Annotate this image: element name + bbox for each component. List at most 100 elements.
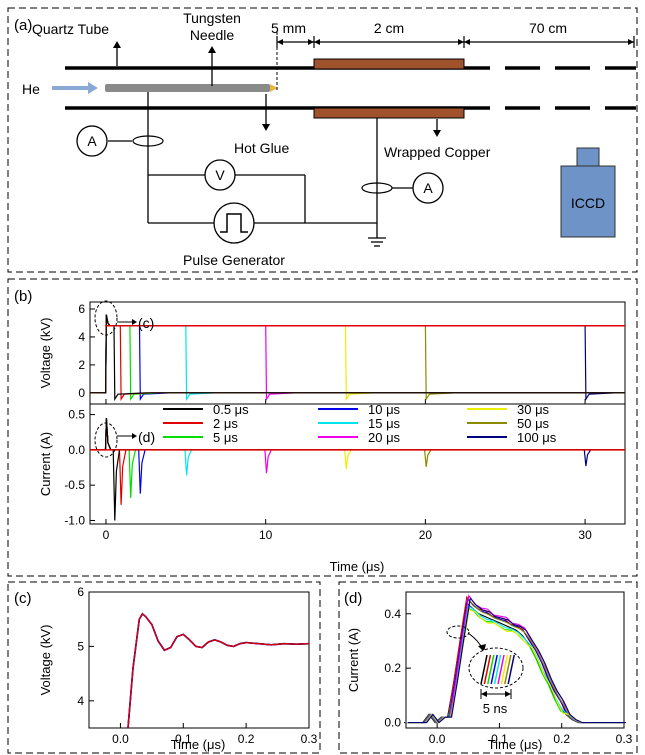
circuit-wires bbox=[108, 92, 413, 238]
plot-b-current-frame bbox=[89, 403, 626, 525]
ammeter-1-label: A bbox=[87, 133, 97, 149]
b-current-xtick-label: 30 bbox=[578, 528, 592, 542]
tungsten-label-line1: Tungsten bbox=[183, 10, 241, 26]
panel-c-label: (c) bbox=[14, 590, 32, 607]
inset-leading-edges bbox=[480, 654, 515, 685]
voltmeter-label: V bbox=[215, 167, 225, 183]
voltage-trace-20us bbox=[90, 314, 625, 402]
inset-edge-line bbox=[497, 654, 505, 685]
legend-entry: 10 μs bbox=[368, 402, 401, 417]
panel-d-label: (d) bbox=[344, 590, 362, 607]
c-xtick-label: 0.0 bbox=[112, 732, 129, 746]
inset-edge-line bbox=[500, 654, 509, 685]
d-xtick-label: 0.3 bbox=[616, 732, 633, 746]
iccd-lens bbox=[576, 147, 600, 167]
he-label: He bbox=[22, 81, 40, 97]
d-ylabel: Current (A) bbox=[346, 628, 361, 692]
legend-entry: 5 μs bbox=[213, 430, 238, 445]
plot-b-current: -1.0 -0.5 0.0 0.5 0 10 20 30 bbox=[64, 408, 625, 542]
current-probe-needle bbox=[132, 135, 164, 147]
voltage-trace-2us bbox=[90, 314, 625, 402]
ammeter-2-icon bbox=[412, 172, 444, 204]
legend-entry: 100 μs bbox=[517, 430, 557, 445]
ammeter-2-label: A bbox=[423, 180, 433, 196]
c-voltage-trace bbox=[127, 612, 310, 729]
callout-c-label: (c) bbox=[138, 315, 154, 331]
c-ytick-label: 4 bbox=[77, 694, 84, 708]
legend-entry: 20 μs bbox=[368, 430, 401, 445]
panel-b-label: (b) bbox=[14, 288, 32, 305]
d-xlabel: Time (μs) bbox=[488, 737, 543, 752]
voltmeter-icon bbox=[204, 159, 236, 191]
copper-electrode-bottom bbox=[313, 107, 465, 119]
b-voltage-ytick-label: 0 bbox=[78, 386, 85, 400]
panel-a: (a) He Quartz Tube Tungsten Needle bbox=[14, 10, 636, 268]
inset-edge-line bbox=[493, 654, 502, 685]
c-ytick-label: 5 bbox=[77, 639, 84, 653]
b-voltage-ytick-label: 2 bbox=[78, 358, 85, 372]
b-voltage-ytick-label: 6 bbox=[78, 302, 85, 316]
panel-a-label: (a) bbox=[14, 17, 32, 34]
voltage-trace-30us bbox=[90, 314, 625, 402]
legend-entry: 50 μs bbox=[517, 416, 550, 431]
b-current-xtick-label: 10 bbox=[259, 528, 273, 542]
ammeter-1-icon bbox=[76, 125, 108, 157]
tungsten-needle bbox=[105, 84, 270, 92]
panel-d-frame bbox=[338, 581, 638, 754]
gap-5mm-label: 5 mm bbox=[271, 20, 306, 36]
inset-edge-line bbox=[507, 654, 515, 685]
legend-entry: 0.5 μs bbox=[213, 402, 249, 417]
panel-a-frame bbox=[7, 7, 638, 273]
inset-zoom-ellipse bbox=[468, 647, 524, 689]
iccd-camera-icon bbox=[560, 165, 616, 238]
b-current-ytick-label: 0.0 bbox=[68, 443, 85, 457]
legend-entry: 30 μs bbox=[517, 402, 550, 417]
b-current-ytick-label: 0.5 bbox=[68, 408, 85, 422]
d-xtick-label: 0.2 bbox=[553, 732, 570, 746]
b-current-xtick-label: 0 bbox=[103, 528, 110, 542]
d-ytick-label: 0.0 bbox=[384, 716, 401, 730]
voltage-trace-100us bbox=[90, 314, 625, 402]
hot-glue-label: Hot Glue bbox=[234, 140, 289, 156]
voltage-trace-15us bbox=[90, 314, 625, 402]
b-voltage-ytick-label: 4 bbox=[78, 330, 85, 344]
inset-edge-line bbox=[483, 654, 492, 685]
plot-d: 0.0 0.2 0.4 0.0 0.1 0.2 0.3 bbox=[384, 594, 633, 746]
inset-edge-line bbox=[490, 654, 498, 685]
voltage-trace-50us bbox=[90, 314, 625, 402]
panel-c-frame bbox=[7, 581, 321, 754]
tungsten-label-line2: Needle bbox=[190, 27, 235, 43]
panel-d: (d) 0.0 0.2 0.4 0.0 0.1 0.2 0.3 Current (A) Ti… bbox=[344, 590, 633, 752]
current-probe-ground bbox=[361, 182, 393, 194]
voltage-trace-10us bbox=[90, 314, 625, 402]
c-xlabel: Time (μs) bbox=[171, 737, 226, 752]
c-ylabel: Voltage (kV) bbox=[38, 625, 53, 696]
plot-b-voltage-frame bbox=[89, 301, 626, 405]
d-xtick-label: 0.0 bbox=[429, 732, 446, 746]
b-current-ytick-label: -0.5 bbox=[64, 478, 85, 492]
legend-entry: 15 μs bbox=[368, 416, 401, 431]
plot-c-frame bbox=[88, 591, 310, 729]
panel-b-frame bbox=[7, 278, 638, 577]
b-current-ytick-label: -1.0 bbox=[64, 513, 85, 527]
c-ytick-label: 6 bbox=[77, 585, 84, 599]
b-current-xtick-label: 20 bbox=[419, 528, 433, 542]
b-current-ylabel: Current (A) bbox=[38, 432, 53, 496]
callout-d-label: (d) bbox=[138, 429, 155, 445]
c-xtick-label: 0.3 bbox=[301, 732, 318, 746]
inset-edge-line bbox=[504, 654, 512, 685]
c-xtick-label: 0.2 bbox=[238, 732, 255, 746]
callout-c-ellipse bbox=[94, 300, 118, 336]
c-voltage-trace bbox=[127, 612, 310, 729]
pulse-generator-icon bbox=[213, 202, 255, 244]
inset-edge-line bbox=[480, 654, 488, 685]
c-xtick-label: 0.1 bbox=[175, 732, 192, 746]
d-xtick-label: 0.1 bbox=[491, 732, 508, 746]
he-arrowhead bbox=[88, 82, 98, 94]
electrode-2cm-label: 2 cm bbox=[374, 20, 404, 36]
c-voltage-trace bbox=[127, 612, 310, 729]
iccd-label: ICCD bbox=[571, 195, 605, 211]
copper-electrode-top bbox=[313, 58, 465, 70]
